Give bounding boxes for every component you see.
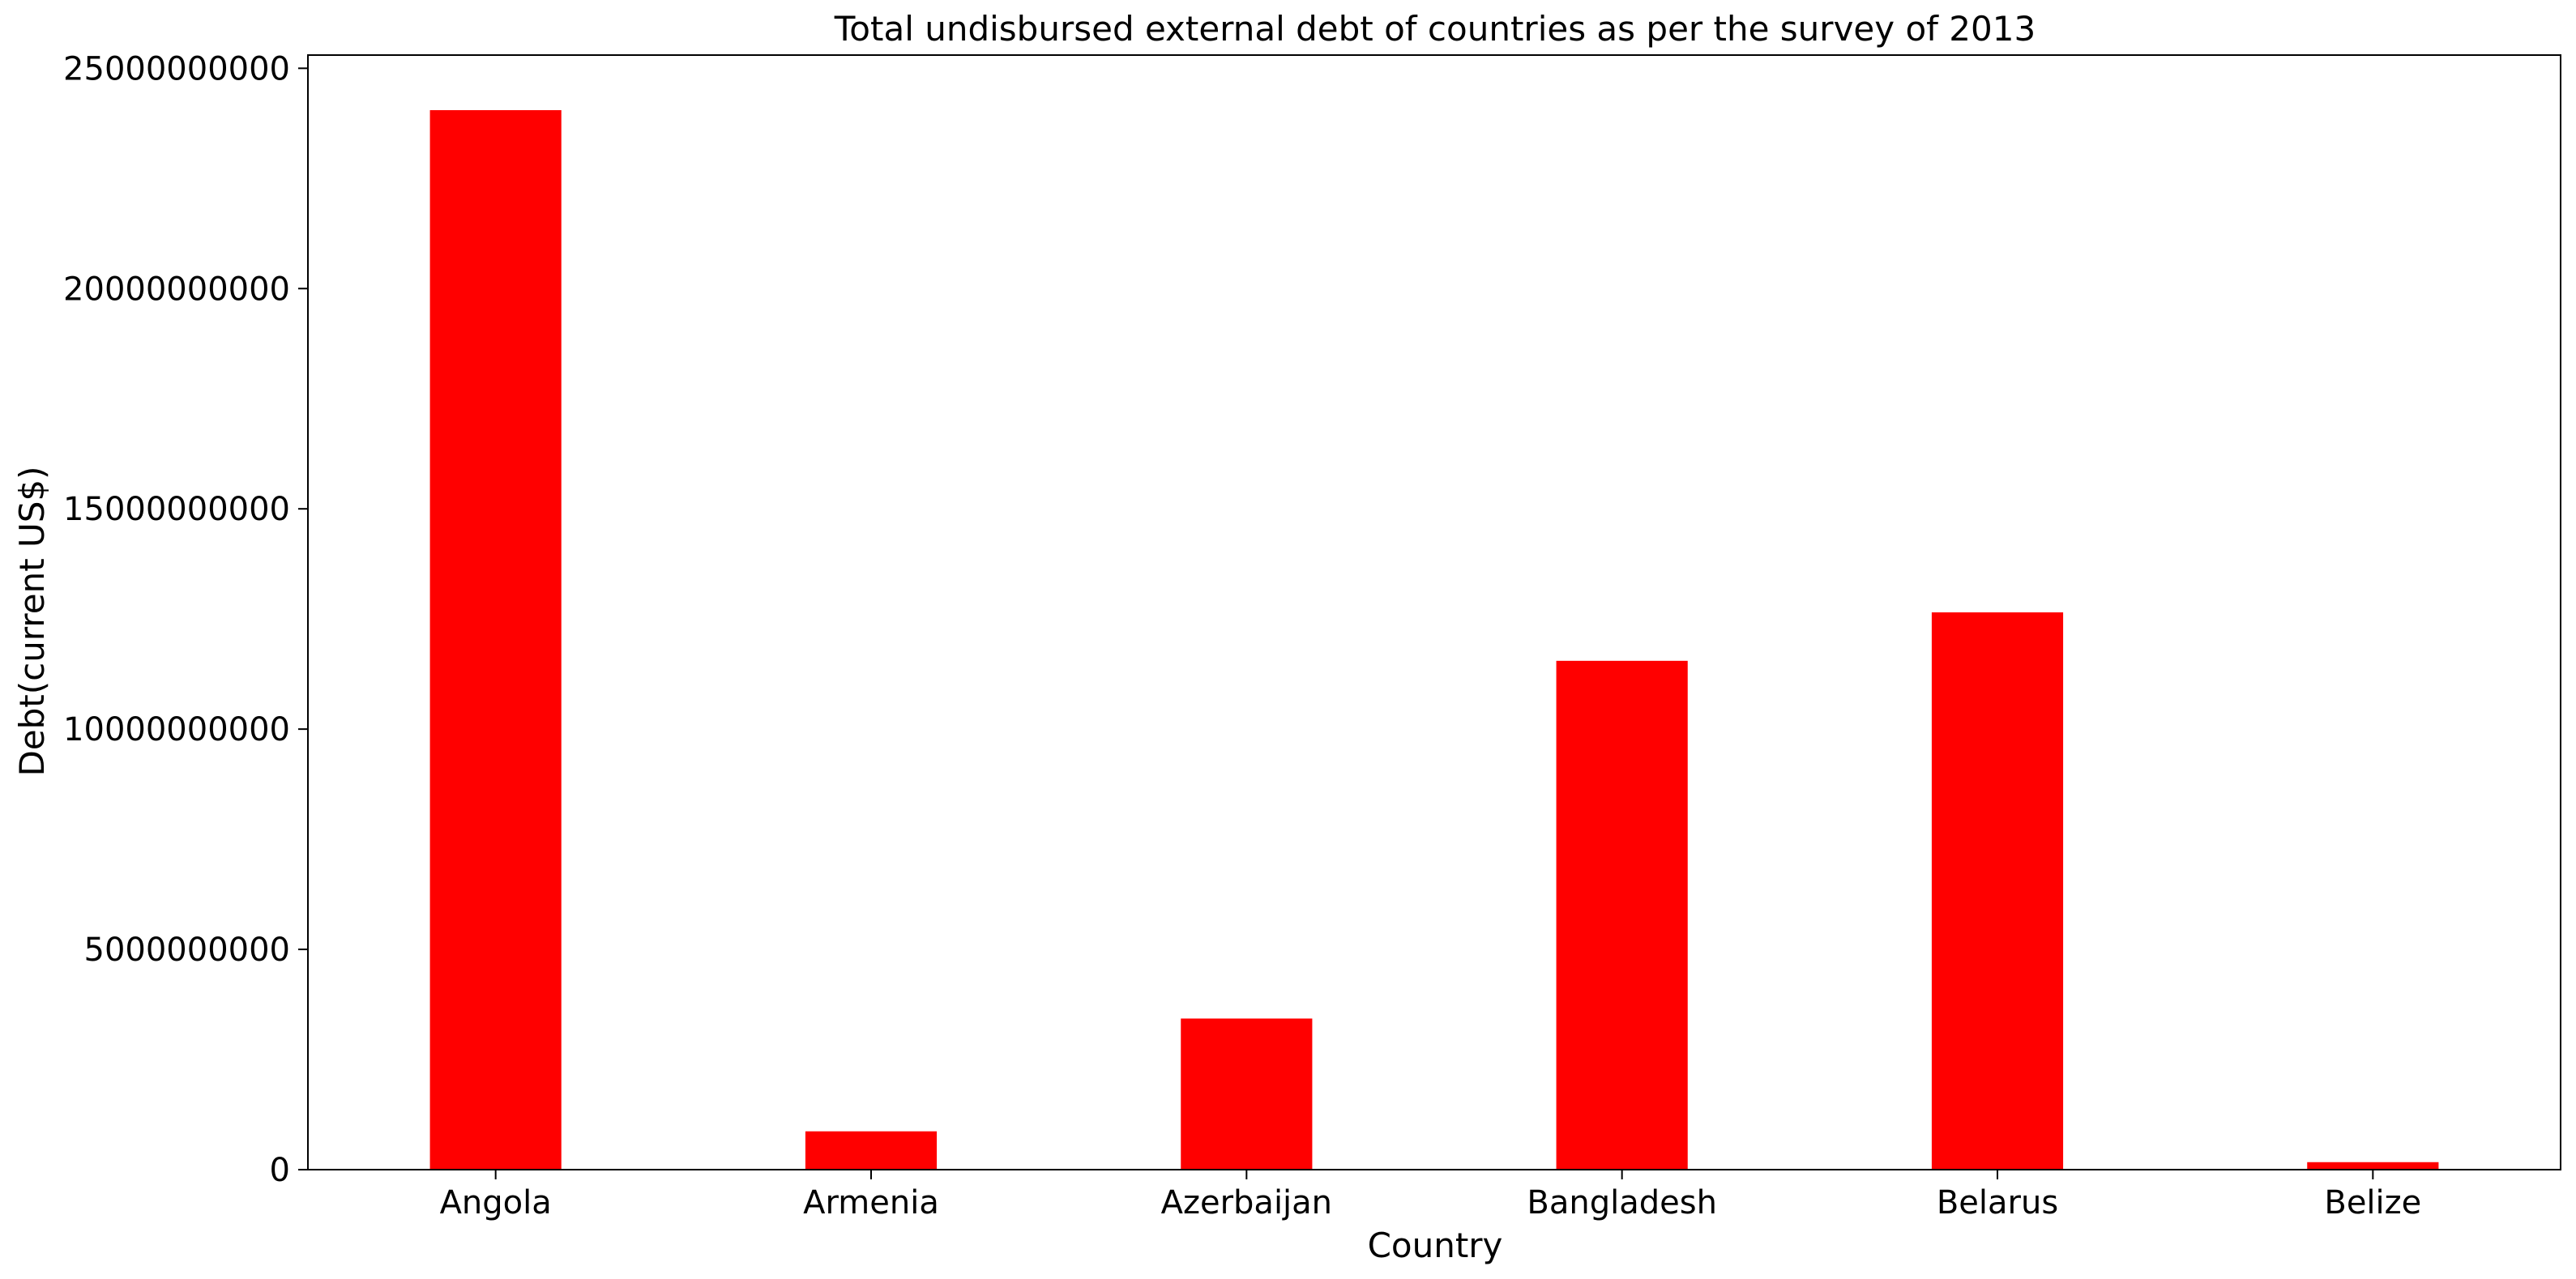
bar-belarus — [1931, 612, 2064, 1170]
bars-layer — [429, 109, 2439, 1170]
x-tick-label: Bangladesh — [1527, 1184, 1717, 1221]
bar-belize — [2307, 1162, 2439, 1170]
bar-angola — [429, 109, 562, 1170]
y-tick-label: 0 — [270, 1152, 290, 1189]
bar-azerbaijan — [1181, 1018, 1313, 1170]
bar-armenia — [805, 1131, 938, 1170]
x-tick-label: Belarus — [1937, 1184, 2058, 1221]
y-tick-label: 15000000000 — [63, 491, 290, 528]
x-axis: Angola Armenia Azerbaijan Bangladesh Belarus… — [440, 1170, 2421, 1221]
x-tick-label: Belize — [2324, 1184, 2421, 1221]
y-axis-title: Debt(current US$) — [12, 466, 52, 776]
plot-frame — [307, 54, 2561, 1170]
x-tick-label: Azerbaijan — [1161, 1184, 1332, 1221]
x-tick-label: Angola — [440, 1184, 552, 1221]
y-tick-label: 20000000000 — [63, 271, 290, 308]
x-tick-label: Armenia — [803, 1184, 939, 1221]
bar-bangladesh — [1556, 660, 1688, 1170]
y-tick-label: 5000000000 — [84, 932, 291, 969]
chart-title: Total undisbursed external debt of count… — [834, 9, 2036, 49]
x-axis-title: Country — [1368, 1226, 1503, 1265]
y-tick-label: 25000000000 — [63, 50, 290, 87]
y-tick-label: 10000000000 — [63, 711, 290, 748]
y-axis: 0 5000000000 10000000000 15000000000 2000000… — [63, 50, 308, 1189]
